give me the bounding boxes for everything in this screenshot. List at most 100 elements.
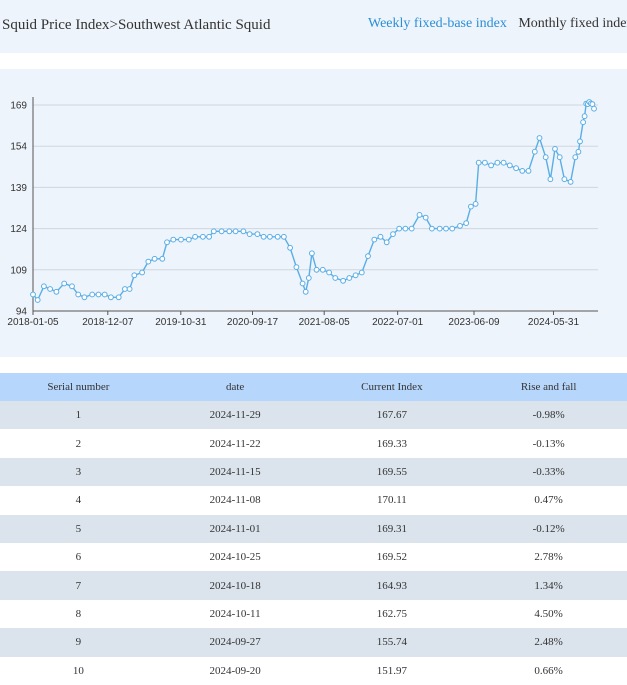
cell-serial-number: 6 bbox=[0, 542, 157, 572]
cell-serial-number: 7 bbox=[0, 571, 157, 600]
cell-rise-and-fall: 2.48% bbox=[470, 628, 627, 657]
data-point bbox=[30, 291, 36, 298]
x-tick-label: 2019-10-31 bbox=[155, 317, 207, 328]
tab-monthly-fixed-index[interactable]: Monthly fixed index bbox=[518, 16, 627, 31]
table-row: 10 2024-09-20 151.97 0.66% bbox=[0, 656, 627, 685]
data-point bbox=[164, 239, 170, 246]
data-point bbox=[34, 297, 41, 303]
data-point bbox=[365, 253, 371, 260]
data-point bbox=[309, 250, 315, 257]
cell-serial-number: 3 bbox=[0, 457, 157, 487]
cell-rise-and-fall: -0.98% bbox=[470, 401, 627, 430]
data-point bbox=[293, 264, 300, 271]
data-point bbox=[61, 280, 68, 287]
data-point bbox=[192, 233, 199, 240]
breadcrumb-parent[interactable]: Squid Price Index bbox=[2, 17, 110, 33]
index-tabs: Weekly fixed-base index Monthly fixed in… bbox=[368, 16, 627, 32]
y-tick-label: 109 bbox=[10, 265, 27, 276]
data-point bbox=[115, 294, 122, 301]
table-row: 5 2024-11-01 169.31 -0.12% bbox=[0, 514, 627, 543]
cell-rise-and-fall: -0.13% bbox=[470, 429, 627, 458]
data-point bbox=[575, 148, 582, 155]
data-point bbox=[178, 236, 184, 243]
data-point bbox=[416, 212, 423, 218]
data-point bbox=[240, 228, 247, 235]
data-point bbox=[145, 258, 152, 265]
x-tick-label: 2024-05-31 bbox=[528, 317, 580, 328]
data-point bbox=[525, 168, 532, 174]
data-point bbox=[81, 294, 88, 301]
cell-current-index: 155.74 bbox=[313, 628, 471, 657]
data-point bbox=[468, 203, 474, 210]
data-point bbox=[390, 231, 396, 238]
data-point bbox=[589, 101, 596, 107]
cell-date: 2024-09-27 bbox=[156, 628, 314, 657]
header-current-index: Current Index bbox=[313, 373, 471, 401]
data-point bbox=[472, 201, 479, 207]
data-point bbox=[267, 233, 273, 240]
cell-date: 2024-10-25 bbox=[156, 542, 314, 572]
data-point bbox=[274, 233, 281, 240]
y-tick-label: 154 bbox=[10, 142, 27, 153]
cell-serial-number: 2 bbox=[0, 429, 157, 458]
cell-current-index: 162.75 bbox=[313, 599, 471, 629]
cell-date: 2024-11-01 bbox=[156, 514, 314, 543]
table-row: 4 2024-11-08 170.11 0.47% bbox=[0, 486, 627, 515]
data-point bbox=[513, 165, 519, 172]
data-point bbox=[429, 225, 435, 232]
data-point bbox=[287, 244, 294, 251]
table-row: 1 2024-11-29 167.67 -0.98% bbox=[0, 401, 627, 430]
data-point bbox=[500, 159, 507, 166]
cell-rise-and-fall: 1.34% bbox=[470, 571, 627, 600]
data-point bbox=[422, 214, 429, 221]
data-point bbox=[299, 280, 306, 287]
breadcrumb-current: Southwest Atlantic Squid bbox=[117, 17, 271, 33]
cell-rise-and-fall: -0.12% bbox=[470, 514, 627, 543]
cell-date: 2024-11-08 bbox=[156, 486, 314, 515]
data-point bbox=[443, 225, 449, 232]
header-rise-and-fall: Rise and fall bbox=[470, 373, 627, 401]
x-tick-label: 2020-09-17 bbox=[227, 317, 279, 328]
y-tick-label: 94 bbox=[16, 307, 28, 318]
header-date: date bbox=[156, 373, 314, 401]
tab-weekly-fixed-base-index[interactable]: Weekly fixed-base index bbox=[368, 16, 507, 31]
data-point bbox=[332, 275, 339, 281]
data-point bbox=[377, 233, 384, 240]
cell-rise-and-fall: 0.47% bbox=[470, 486, 627, 515]
data-point bbox=[371, 236, 378, 243]
page-header: Squid Price Index>Southwest Atlantic Squ… bbox=[0, 0, 627, 53]
table-row: 2 2024-11-22 169.33 -0.13% bbox=[0, 429, 627, 458]
y-tick-label: 169 bbox=[10, 101, 27, 112]
x-tick-label: 2018-12-07 bbox=[82, 317, 134, 328]
data-point bbox=[506, 162, 513, 169]
table-row: 7 2024-10-18 164.93 1.34% bbox=[0, 571, 627, 600]
data-point bbox=[53, 288, 60, 295]
x-tick-label: 2021-08-05 bbox=[299, 317, 351, 328]
data-point bbox=[302, 288, 309, 295]
data-point bbox=[383, 239, 390, 246]
cell-rise-and-fall: 2.78% bbox=[470, 542, 627, 572]
chart-panel: 94 109 124 139 154 169 2018-01-05 2018-12-07 201… bbox=[0, 69, 627, 357]
data-point bbox=[494, 159, 501, 166]
data-point bbox=[185, 236, 192, 243]
data-point bbox=[319, 266, 326, 273]
cell-current-index: 164.93 bbox=[313, 571, 471, 600]
data-point bbox=[326, 269, 333, 276]
data-point bbox=[561, 176, 568, 183]
y-tick-label: 139 bbox=[10, 183, 27, 194]
data-point bbox=[260, 233, 267, 240]
data-point bbox=[101, 291, 108, 298]
cell-serial-number: 9 bbox=[0, 628, 157, 657]
table-body: 1 2024-11-29 167.67 -0.98% 2 2024-11-22 169.33… bbox=[0, 401, 627, 685]
data-point bbox=[232, 228, 239, 235]
cell-serial-number: 1 bbox=[0, 401, 157, 430]
data-point bbox=[488, 162, 495, 169]
data-point bbox=[482, 159, 488, 166]
data-point bbox=[475, 159, 482, 166]
cell-current-index: 169.52 bbox=[313, 542, 471, 572]
data-point bbox=[457, 223, 463, 229]
cell-current-index: 170.11 bbox=[313, 486, 471, 515]
data-point bbox=[41, 283, 47, 290]
data-point bbox=[542, 154, 549, 161]
data-point bbox=[591, 105, 597, 112]
